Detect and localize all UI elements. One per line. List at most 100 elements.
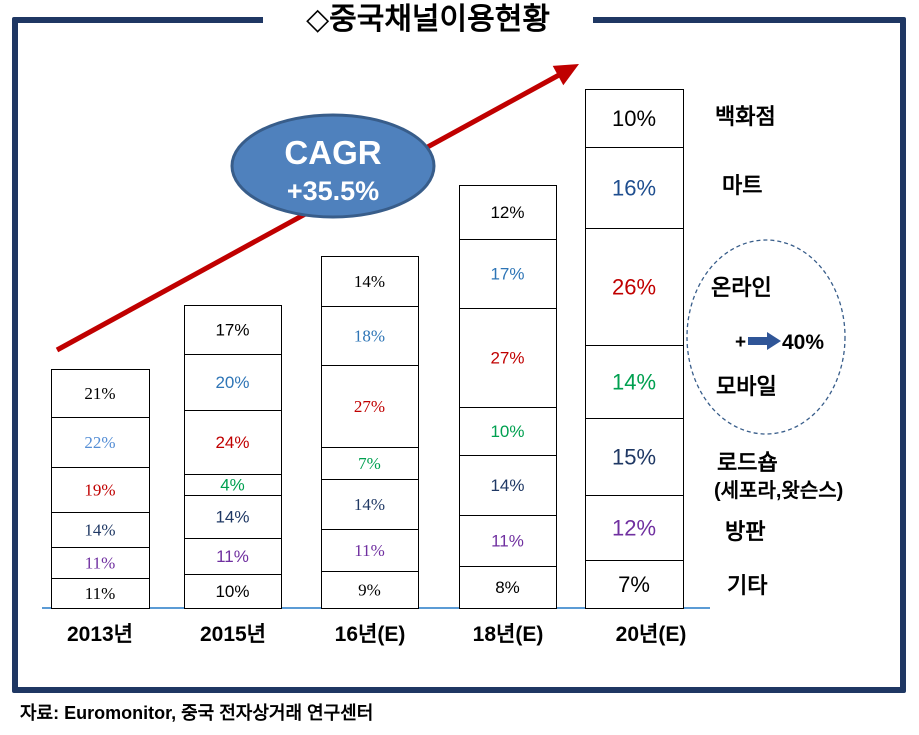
legend-label-direct-sales: 방판: [725, 519, 765, 544]
data-label: 12%: [612, 515, 656, 540]
legend-sublabel-road-shop: (세포라,왓슨스): [714, 479, 843, 502]
bar-segment: [585, 495, 684, 561]
data-label-unit: %: [371, 327, 385, 346]
bar-segment: [51, 578, 150, 609]
growth-note-prefix: +: [735, 332, 746, 353]
data-label-unit: %: [367, 454, 381, 473]
channel-legend: 백화점 마트 온라인 모바일 로드숍 (세포라,왓슨스) 방판 기타: [711, 104, 843, 598]
bar-segment: [585, 560, 684, 609]
data-label: 4%: [220, 476, 245, 495]
x-tick-label: 18년(E): [473, 623, 544, 646]
data-label: 12%: [490, 203, 524, 222]
data-label-unit: %: [234, 508, 249, 527]
bar-segment: [321, 365, 419, 448]
data-label-value: 15: [612, 444, 636, 469]
data-label: 27%: [490, 349, 524, 368]
bar-segment: [321, 256, 419, 307]
cagr-ellipse: [230, 113, 436, 219]
data-label-unit: %: [509, 422, 524, 441]
data-label-value: 19: [84, 481, 101, 500]
data-label: 17%: [215, 321, 249, 340]
data-label: 14%: [215, 508, 249, 527]
data-label-unit: %: [101, 384, 115, 403]
data-label-unit: %: [630, 572, 650, 597]
data-label-value: 12: [612, 515, 636, 540]
data-label-unit: %: [234, 433, 249, 452]
bar-segment: [51, 467, 150, 513]
data-label-value: 24: [215, 433, 234, 452]
page-title: ◇중국채널이용현황: [263, 2, 593, 38]
data-label: 26%: [612, 274, 656, 299]
data-label-unit: %: [230, 476, 245, 495]
data-label-unit: %: [101, 521, 115, 540]
bar-segment: [459, 239, 557, 309]
data-label-value: 22: [84, 433, 101, 452]
bar-segment: [51, 369, 150, 418]
data-label-value: 10: [612, 106, 636, 131]
stacked-column: 10%11%14%4%24%20%17%: [184, 305, 282, 609]
data-label-unit: %: [234, 582, 249, 601]
data-label-unit: %: [509, 476, 524, 495]
cagr-badge: CAGR +35.5%: [230, 113, 436, 219]
data-label: 22%: [84, 433, 115, 452]
data-label-unit: %: [371, 397, 385, 416]
x-tick-label: 20년(E): [616, 623, 687, 646]
bar-segment: [585, 228, 684, 346]
data-label: 11%: [354, 541, 385, 560]
data-label-value: 17: [215, 321, 234, 340]
data-label-value: 17: [490, 265, 509, 284]
data-label: 24%: [215, 433, 249, 452]
data-label-value: 16: [612, 175, 636, 200]
x-tick-label: 2013년: [67, 623, 133, 646]
data-label-unit: %: [371, 495, 385, 514]
data-label: 17%: [490, 265, 524, 284]
bar-segment: [585, 89, 684, 148]
data-label-unit: %: [371, 541, 385, 560]
data-label-value: 8: [495, 578, 504, 597]
bar-segment: [184, 354, 282, 411]
data-label-value: 11: [85, 584, 101, 603]
data-label: 14%: [354, 272, 385, 291]
data-label: 7%: [358, 454, 381, 473]
online-mobile-highlight-ellipse: [686, 239, 846, 435]
data-label: 19%: [84, 481, 115, 500]
bar-segment: [51, 547, 150, 579]
data-label-unit: %: [636, 175, 656, 200]
bar-segment: [184, 574, 282, 609]
data-label-value: 10: [490, 422, 509, 441]
bar-segment: [585, 147, 684, 229]
data-label-value: 9: [358, 581, 367, 600]
data-label-unit: %: [234, 321, 249, 340]
data-label-value: 27: [490, 349, 509, 368]
bar-segment: [321, 529, 419, 572]
data-label-unit: %: [636, 274, 656, 299]
data-label-value: 11: [354, 541, 370, 560]
data-label-unit: %: [509, 532, 524, 551]
data-label-unit: %: [101, 433, 115, 452]
data-label: 14%: [354, 495, 385, 514]
data-label: 14%: [84, 521, 115, 540]
data-label-unit: %: [509, 203, 524, 222]
legend-label-department-store: 백화점: [715, 104, 776, 129]
cagr-label: CAGR: [284, 134, 381, 171]
data-label-unit: %: [509, 349, 524, 368]
data-label: 10%: [612, 106, 656, 131]
data-label-unit: %: [636, 106, 656, 131]
data-label-value: 26: [612, 274, 636, 299]
data-label-value: 11: [216, 547, 234, 566]
bar-segment: [459, 566, 557, 609]
data-label-value: 14: [215, 508, 234, 527]
data-label-value: 11: [491, 532, 509, 551]
legend-label-other: 기타: [727, 573, 768, 598]
legend-label-mart: 마트: [722, 173, 762, 198]
data-label: 20%: [215, 373, 249, 392]
source-note: 자료: Euromonitor, 중국 전자상거래 연구센터: [20, 703, 374, 723]
data-label: 21%: [84, 384, 115, 403]
data-label-value: 18: [354, 327, 371, 346]
bar-segment: [459, 185, 557, 240]
data-label-value: 7: [618, 572, 630, 597]
x-tick-label: 16년(E): [335, 623, 406, 646]
data-label: 7%: [618, 572, 650, 597]
data-label: 10%: [490, 422, 524, 441]
